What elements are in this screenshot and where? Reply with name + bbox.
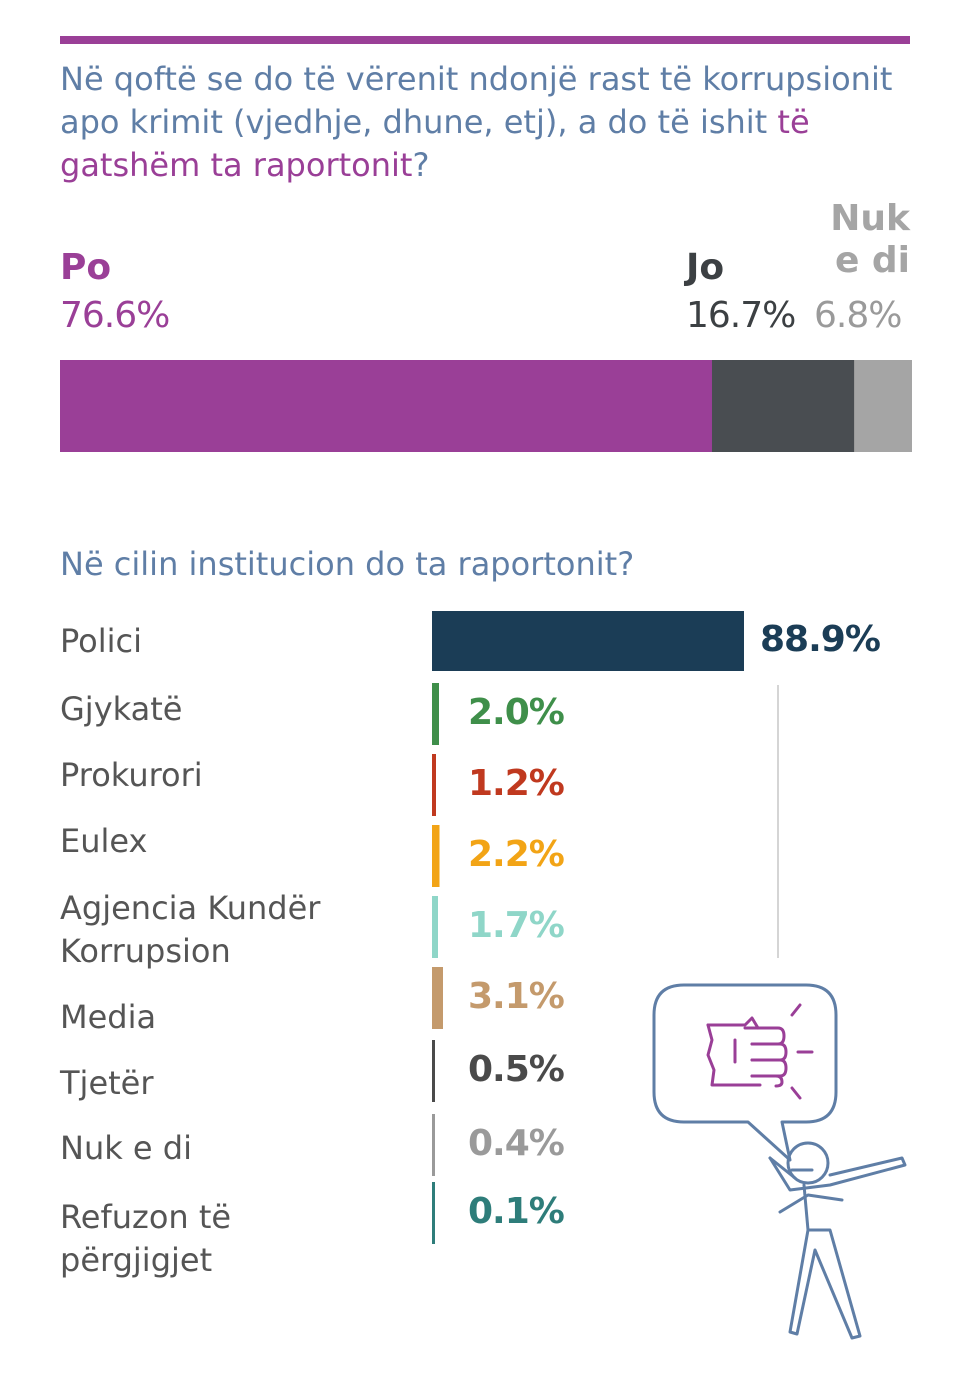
answer-value-nuk-e-di: 6.8% [814,295,902,336]
top-accent-line [60,36,910,44]
bar-value-label: 3.1% [468,976,565,1017]
stack-segment-2 [854,360,912,452]
stack-segment-0 [60,360,713,452]
category-label-line: Refuzon të [60,1198,232,1236]
question-1: Në qoftë se do të vërenit ndonjë rast të… [60,58,920,187]
bar-value-label: 0.1% [468,1191,565,1232]
category-label-line: Nuk e di [60,1129,192,1167]
bar-3 [432,825,440,887]
category-label: Eulex [60,820,147,863]
category-label: Nuk e di [60,1127,192,1170]
bar-2 [432,754,437,816]
category-label: Media [60,996,156,1039]
question-1-text: Në qoftë se do të vërenit ndonjë rast të… [60,60,893,141]
category-label-line: Eulex [60,822,148,860]
category-label-line: Gjykatë [60,690,183,728]
bar-value-label: 1.7% [468,905,565,946]
question-1-highlight: të gatshëm ta raportonit [60,103,810,184]
bar-value-label: 0.4% [468,1123,565,1164]
bar-value-label: 2.0% [468,692,565,733]
category-label: Polici [60,620,142,663]
question-1-suffix: ? [412,146,430,184]
category-label-line: Polici [60,622,142,660]
stick-figure-icon [768,1141,907,1340]
category-label-line: përgjigjet [60,1241,213,1279]
category-label: Agjencia Kundër Korrupsion [60,887,320,973]
bar-1 [432,683,440,745]
bar-6 [432,1040,435,1102]
bar-4 [432,896,438,958]
bar-7 [432,1114,435,1176]
category-label-line: Media [60,998,157,1036]
impact-lines-icon [790,1003,814,1100]
bar-0 [432,611,744,671]
category-label-line: Korrupsion [60,932,231,970]
bar-8 [432,1182,435,1244]
speech-bubble-icon [652,983,838,1162]
bar-value-label: 2.2% [468,834,565,875]
category-label-line: Prokurori [60,756,203,794]
category-label-line: Agjencia Kundër [60,889,321,927]
category-label: Gjykatë [60,688,182,731]
category-label: Refuzon të përgjigjet [60,1196,231,1282]
category-label: Prokurori [60,754,203,797]
stacked-answer-bar [60,360,912,452]
bar-5 [432,967,443,1029]
bar-value-label: 88.9% [760,619,881,660]
category-label-line: Tjetër [60,1064,154,1102]
bar-value-label: 1.2% [468,763,565,804]
answer-value-jo: 16.7% [686,295,796,336]
question-2: Në cilin institucion do ta raportonit? [60,545,635,583]
answer-label-jo: Jo [686,247,725,288]
answer-label-po: Po [60,247,112,288]
fist-icon [706,1016,788,1088]
stack-segment-1 [711,360,855,452]
category-label: Tjetër [60,1062,154,1105]
answer-value-po: 76.6% [60,295,170,336]
answer-label-nuk-e-di: Nuk e di [830,198,910,281]
bar-value-label: 0.5% [468,1049,565,1090]
